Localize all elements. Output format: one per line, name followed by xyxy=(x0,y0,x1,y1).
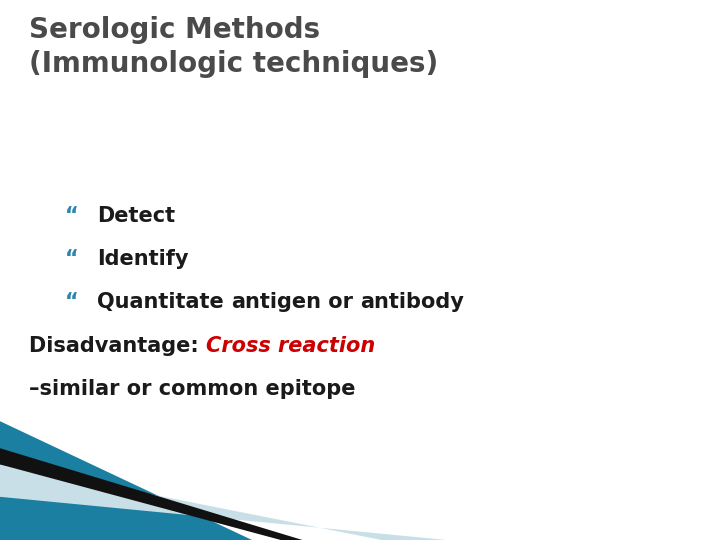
Text: Disadvantage:: Disadvantage: xyxy=(29,335,206,356)
Text: antigen: antigen xyxy=(231,292,321,313)
Text: “: “ xyxy=(65,249,78,269)
Text: Quantitate: Quantitate xyxy=(97,292,231,313)
Polygon shape xyxy=(0,464,446,540)
Text: –similar or common epitope: –similar or common epitope xyxy=(29,379,355,399)
Text: antibody: antibody xyxy=(361,292,464,313)
Polygon shape xyxy=(0,421,252,540)
Text: or: or xyxy=(321,292,361,313)
Text: Serologic Methods
(Immunologic techniques): Serologic Methods (Immunologic technique… xyxy=(29,16,438,78)
Text: “: “ xyxy=(65,292,78,313)
Text: Detect: Detect xyxy=(97,206,176,226)
Polygon shape xyxy=(0,448,302,540)
Text: Cross reaction: Cross reaction xyxy=(206,335,375,356)
Text: “: “ xyxy=(65,206,78,226)
Text: Identify: Identify xyxy=(97,249,189,269)
